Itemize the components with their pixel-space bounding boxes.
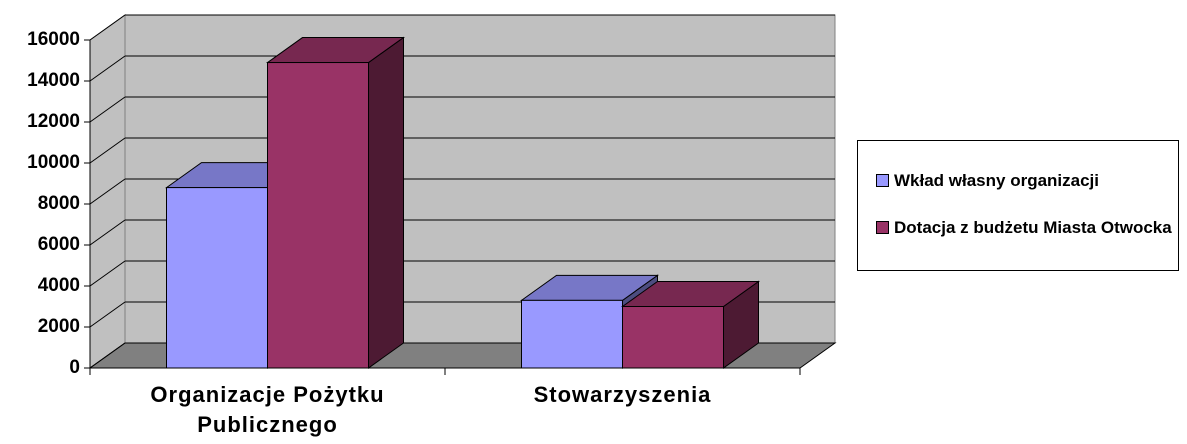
grid-line xyxy=(89,219,126,246)
grid-line xyxy=(89,342,126,369)
legend-label: Wkład własny organizacji xyxy=(894,171,1100,190)
legend: Wkład własny organizacji Dotacja z budżet… xyxy=(857,140,1179,271)
y-tick-label: 6000 xyxy=(38,234,80,255)
legend-entry: Dotacja z budżetu Miasta Otwocka xyxy=(876,216,1176,239)
bar xyxy=(267,62,369,369)
x-tick-label: Organizacje Pożytku Publicznego xyxy=(150,382,385,437)
legend-swatch xyxy=(876,221,889,234)
bar xyxy=(622,306,724,369)
legend-swatch xyxy=(876,174,889,187)
bar-side xyxy=(368,36,404,369)
y-tick-label: 10000 xyxy=(27,152,80,173)
grid-line xyxy=(89,96,126,123)
bar-group xyxy=(265,36,406,369)
y-tick-label: 12000 xyxy=(27,111,80,132)
x-tick-label: Stowarzyszenia xyxy=(533,382,712,407)
legend-entry: Wkład własny organizacji xyxy=(876,169,1176,192)
y-tick-label: 16000 xyxy=(27,29,80,50)
grid-line xyxy=(89,178,126,205)
grid-line xyxy=(89,137,126,164)
y-tick-label: 4000 xyxy=(38,275,80,296)
grid-line xyxy=(89,14,126,41)
y-tick-label: 8000 xyxy=(38,193,80,214)
grid-line xyxy=(89,55,126,82)
legend-label: Dotacja z budżetu Miasta Otwocka xyxy=(894,218,1172,237)
y-tick-label: 14000 xyxy=(27,70,80,91)
y-tick-label: 2000 xyxy=(38,316,80,337)
plot: 0 2000 4000 6000 8000 10000 12000 14000 16000 xyxy=(27,14,837,378)
grid-line xyxy=(89,301,126,328)
bar xyxy=(521,299,623,369)
grid-line xyxy=(89,260,126,287)
bar xyxy=(166,187,268,369)
bar-group xyxy=(620,280,761,369)
y-tick-label: 0 xyxy=(69,357,80,378)
